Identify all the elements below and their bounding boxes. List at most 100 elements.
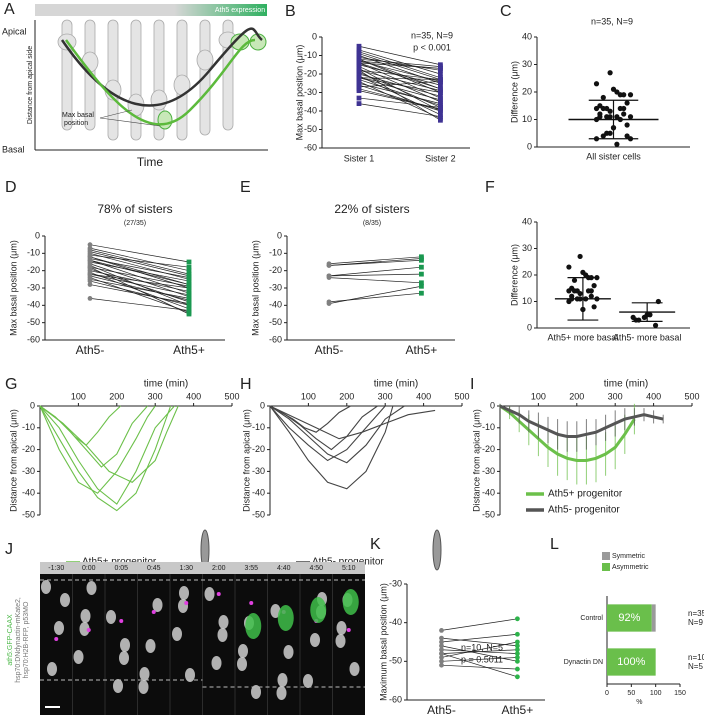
pair-line [358, 70, 441, 121]
point [356, 88, 362, 94]
point [566, 288, 572, 294]
chart-title: 22% of sisters [334, 202, 409, 216]
point [186, 268, 192, 274]
point [591, 283, 597, 289]
time-label: 0:00 [82, 565, 96, 572]
point [419, 280, 424, 286]
point [515, 639, 520, 645]
trace [39, 405, 172, 512]
x-axis-title: % [636, 699, 642, 706]
y-tick-label: -10 [482, 422, 495, 432]
nucleus [41, 580, 51, 594]
pair-line [328, 292, 422, 303]
legend-swatch [602, 563, 610, 571]
trace [269, 405, 394, 490]
bar [607, 648, 656, 676]
pointer [99, 117, 161, 127]
y-axis-title: Maximum basal position (μm) [378, 583, 388, 701]
pair-line [328, 277, 422, 284]
pair-line [441, 633, 518, 643]
pair-line [358, 77, 441, 101]
y-tick-label: 40 [522, 31, 532, 41]
marker-dot [151, 610, 156, 614]
point [186, 311, 192, 317]
pair-line [358, 103, 441, 117]
point [438, 101, 443, 106]
annotation: N=9 [688, 618, 703, 627]
trace [269, 405, 405, 464]
annotation: position [64, 120, 88, 127]
y-tick-label: 30 [522, 59, 532, 69]
legend-label: Asymmetric [612, 564, 649, 571]
y-tick-label: -50 [304, 124, 317, 134]
point [186, 285, 192, 291]
axis-title: Time [137, 155, 164, 169]
y-tick-label: -50 [252, 509, 265, 519]
pair-line [89, 258, 190, 278]
pair-line [89, 278, 190, 299]
y-tick-label: -30 [269, 282, 282, 292]
pair-line [441, 618, 518, 631]
pair-line [89, 280, 190, 306]
point [438, 97, 443, 103]
time-label: 5:10 [342, 565, 356, 572]
trace [499, 404, 664, 438]
panel-label: B [285, 3, 296, 20]
pair-line [328, 256, 422, 265]
panel-label: E [240, 179, 251, 196]
y-tick-label: -60 [304, 142, 317, 152]
point [439, 639, 444, 645]
nucleus [335, 634, 346, 648]
point [515, 643, 520, 649]
gfp-cell [245, 613, 262, 639]
y-tick-label: -40 [269, 300, 282, 310]
point [186, 278, 192, 284]
pair-line [89, 273, 190, 289]
pair-line [89, 259, 190, 285]
point [186, 301, 192, 306]
trace [39, 405, 156, 494]
y-tick-label: -60 [389, 694, 402, 704]
y-tick-label: -20 [27, 265, 40, 275]
y-tick-label: -10 [27, 248, 40, 258]
point [438, 106, 443, 112]
point [583, 272, 589, 278]
pair-line [358, 45, 441, 66]
trace [39, 405, 179, 483]
trace [499, 404, 636, 462]
nucleus [270, 604, 281, 618]
annotation: n=10, [688, 653, 704, 662]
pair-line [89, 252, 190, 280]
panel-label: D [5, 179, 17, 196]
pair-line [441, 641, 518, 658]
point [87, 257, 93, 263]
nucleus [119, 651, 129, 665]
y-tick-label: -40 [22, 488, 35, 498]
pair-line [358, 58, 441, 67]
y-tick-label: -60 [27, 334, 40, 344]
point [515, 651, 520, 656]
x-tick-label: 150 [674, 690, 686, 697]
pair-line [358, 62, 441, 90]
point [419, 283, 424, 289]
point [356, 95, 362, 101]
y-tick-label: -30 [304, 87, 317, 97]
point [614, 141, 620, 147]
point [621, 111, 627, 117]
pair-line [441, 657, 518, 662]
point [607, 130, 613, 136]
point [326, 263, 332, 268]
point [515, 647, 520, 653]
point [87, 296, 93, 301]
point [593, 81, 600, 87]
y-axis-title: Max basal position (μm) [8, 240, 18, 336]
y-tick-label: 10 [522, 296, 532, 306]
point [186, 264, 192, 270]
point [439, 643, 444, 649]
pair-line [358, 77, 441, 93]
nucleus [86, 581, 97, 595]
x-tick-label: Sister 1 [344, 153, 375, 163]
point [438, 90, 443, 95]
legend-label: Ath5+ progenitor [548, 489, 623, 500]
chart-title: 78% of sisters [97, 202, 172, 216]
